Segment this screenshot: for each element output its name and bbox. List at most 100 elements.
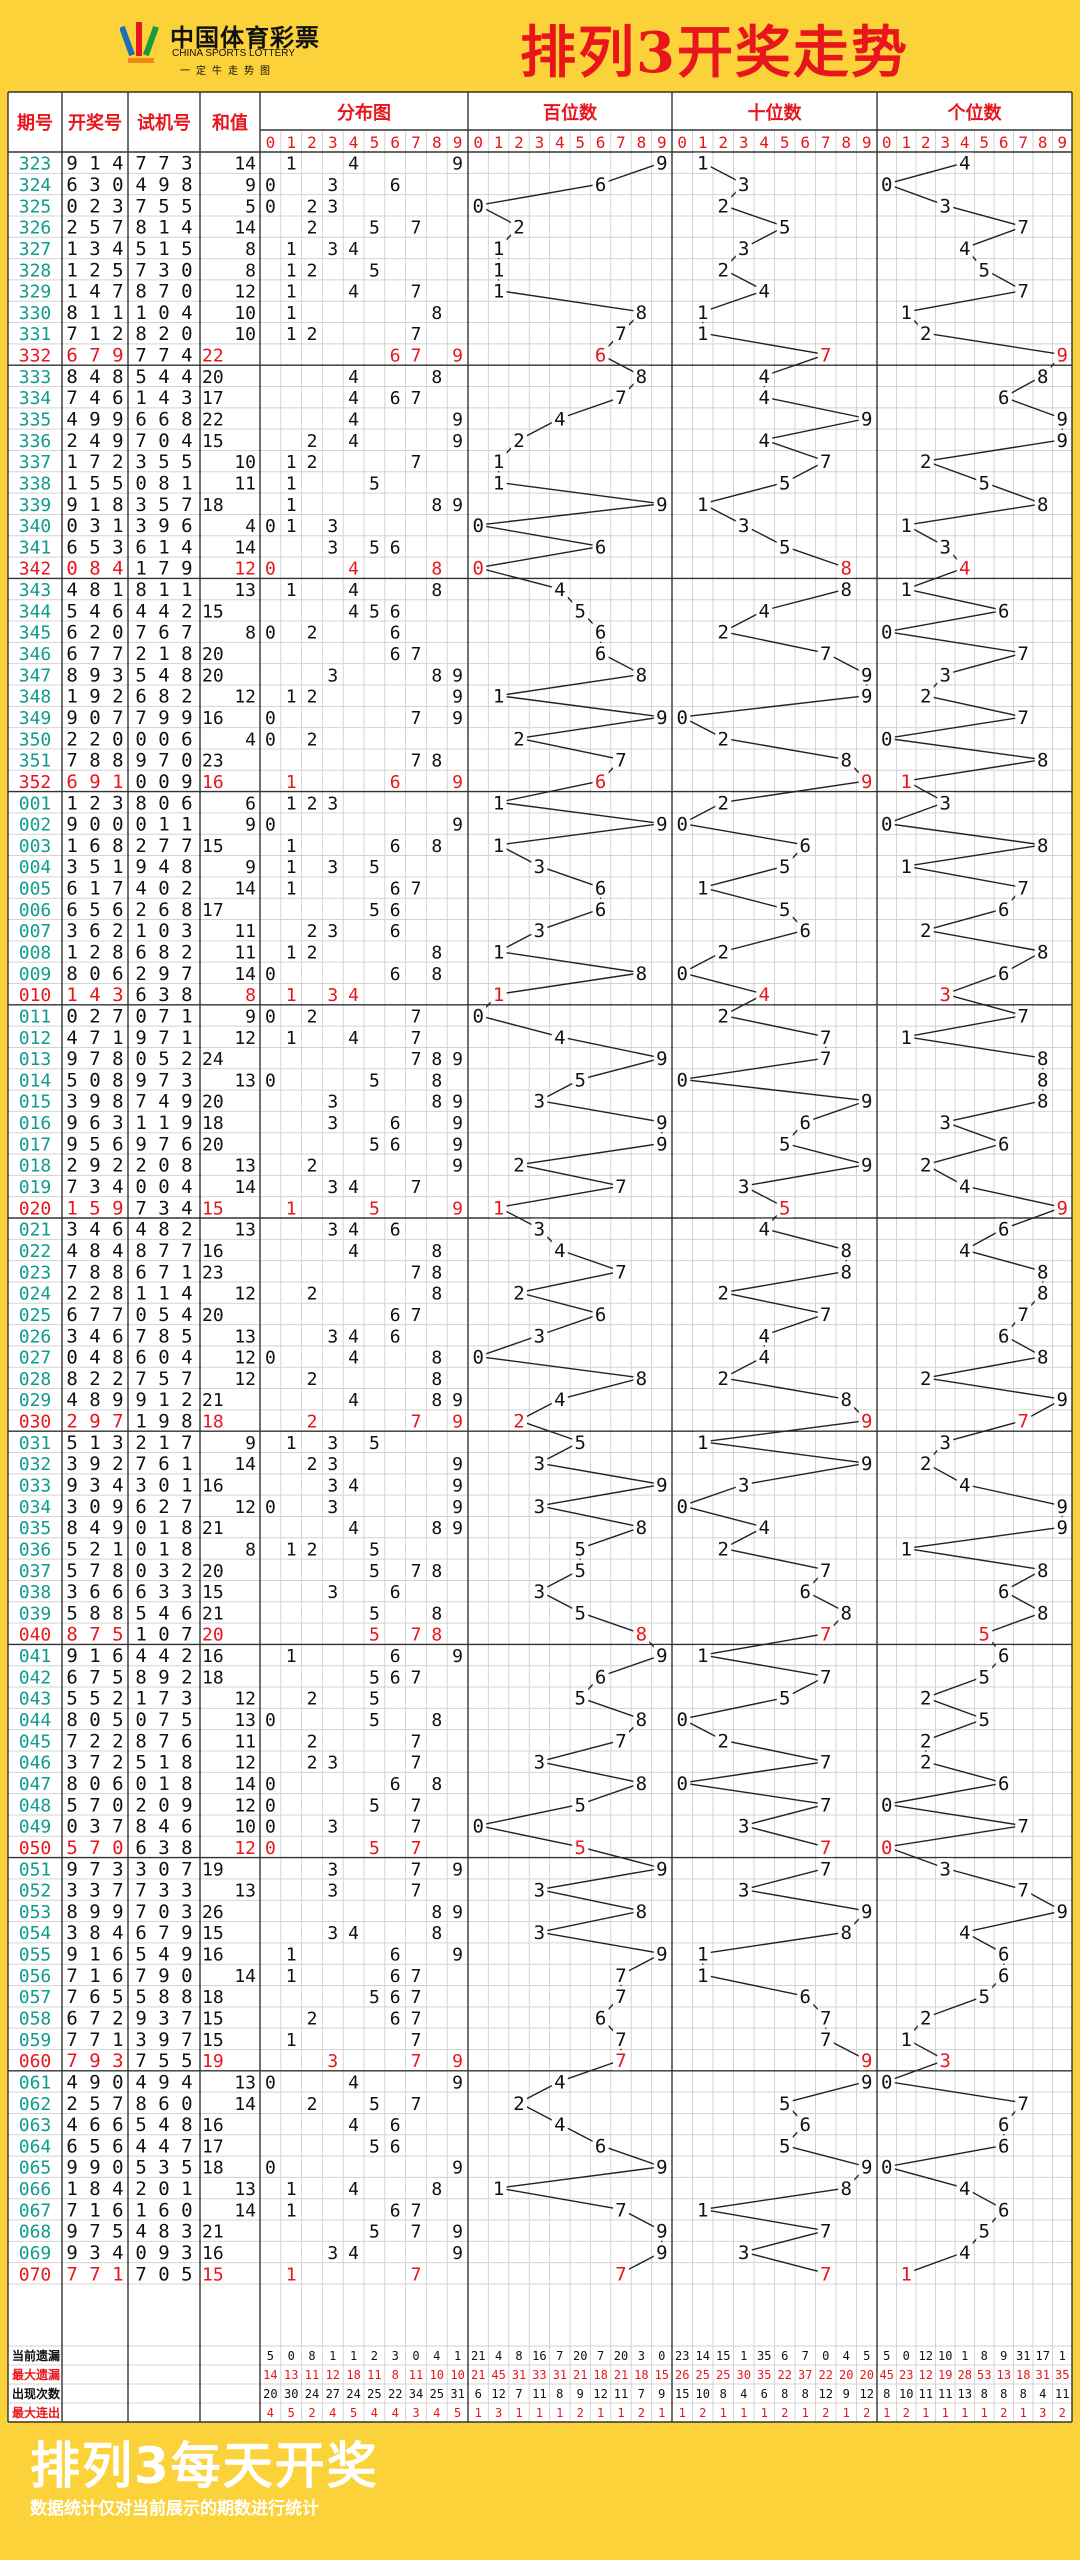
stat-value: 8: [802, 2387, 809, 2401]
units-trend-segment: [964, 1249, 1043, 1272]
units-point: 1: [901, 1027, 912, 1049]
distribution-mark: 8: [431, 1902, 442, 1923]
distribution-mark: 7: [411, 2264, 422, 2285]
sum-cell: 12: [234, 1284, 256, 1305]
test-number-cell: 4 9 8: [135, 174, 192, 196]
tens-point-bg: [838, 1389, 855, 1410]
units-digit-header: 4: [960, 133, 970, 152]
hundreds-point-bg: [551, 408, 568, 429]
distribution-mark: 1: [286, 943, 297, 964]
draw-number-cell: 5 7 8: [66, 1560, 123, 1582]
units-point: 6: [998, 1325, 1009, 1347]
draw-number-cell: 9 9 0: [66, 2157, 123, 2179]
tens-trend-segment: [764, 417, 867, 441]
tens-trend-segment: [743, 1824, 826, 1848]
column-borders: [7, 91, 1073, 2423]
tens-point-bg: [756, 387, 773, 408]
tens-point-bg: [694, 493, 711, 514]
distribution-mark: 2: [307, 1539, 318, 1560]
stat-value: 23: [675, 2349, 689, 2363]
distribution-mark: 9: [452, 665, 463, 686]
dist-digit-header: 5: [370, 133, 380, 152]
stat-value: 20: [263, 2387, 277, 2401]
units-point: 7: [1018, 1005, 1029, 1027]
sum-cell: 15: [202, 2030, 224, 2051]
units-point: 3: [940, 984, 951, 1006]
units-point: 2: [920, 1688, 931, 1710]
hundreds-trend-segment: [518, 1164, 622, 1187]
tens-point: 9: [861, 1453, 872, 1475]
draw-number-cell: 9 1 8: [66, 494, 123, 516]
hundreds-trend-segment: [498, 801, 662, 825]
test-number-cell: 4 4 2: [135, 600, 192, 622]
distribution-mark: 6: [390, 772, 401, 793]
tens-point-bg: [858, 685, 875, 706]
stat-value: 1: [329, 2349, 336, 2363]
stat-value: 1: [961, 2349, 968, 2363]
distribution-mark: 4: [348, 282, 359, 303]
test-number-cell: 6 3 3: [135, 1581, 192, 1603]
units-trend-segment: [945, 204, 1024, 228]
stat-value: 3: [638, 2349, 645, 2363]
units-point-bg: [898, 2028, 915, 2049]
units-point: 9: [1057, 1517, 1068, 1539]
stat-value: 13: [958, 2387, 972, 2401]
issue-cell: 049: [19, 1817, 52, 1838]
units-point: 6: [998, 1133, 1009, 1155]
hundreds-point-bg: [551, 579, 568, 600]
hundreds-point-bg: [531, 1751, 548, 1772]
test-number-cell: 7 7 4: [135, 345, 192, 367]
hundreds-trend-segment: [539, 1483, 662, 1507]
units-point: 4: [959, 153, 970, 175]
stat-value: 2: [638, 2406, 645, 2420]
distribution-mark: 0: [265, 559, 276, 580]
test-number-cell: 7 0 4: [135, 430, 192, 452]
test-number-cell: 7 5 5: [135, 2050, 192, 2072]
tens-trend-segment: [723, 737, 847, 761]
test-number-cell: 3 9 6: [135, 515, 192, 537]
tens-point-bg: [735, 1176, 752, 1197]
units-point-bg: [917, 920, 934, 941]
units-digit-header: 7: [1018, 133, 1028, 152]
logo-slogan: 一定牛走势图: [180, 66, 276, 77]
distribution-mark: 4: [348, 1348, 359, 1369]
hundreds-point: 9: [656, 707, 667, 729]
stat-value: 1: [1059, 2349, 1066, 2363]
tens-point-bg: [838, 1602, 855, 1623]
stat-value: 7: [638, 2387, 645, 2401]
units-trend-segment: [925, 1718, 985, 1741]
distribution-mark: 9: [452, 410, 463, 431]
stat-value: 12: [860, 2387, 874, 2401]
hundreds-point-bg: [653, 1858, 670, 1879]
units-point-bg: [1034, 1090, 1051, 1111]
hundreds-point-bg: [511, 216, 527, 237]
tens-trend-segment: [784, 545, 847, 569]
hundreds-point: 7: [615, 1176, 626, 1198]
draw-number-cell: 1 9 2: [66, 686, 123, 708]
units-trend-segment: [906, 588, 1004, 612]
units-point: 9: [1057, 409, 1068, 431]
units-point-bg: [1054, 344, 1071, 365]
issue-header: 期号: [17, 113, 53, 134]
hundreds-trend-segment: [498, 972, 642, 995]
hundreds-trend-segment: [600, 1654, 663, 1678]
distribution-mark: 6: [390, 1987, 401, 2008]
hundreds-point-bg: [592, 877, 609, 898]
units-trend-segment: [906, 844, 1043, 867]
draw-number-cell: 5 5 2: [66, 1688, 123, 1710]
page-title: 排列3开奖走势: [520, 20, 909, 86]
distribution-mark: 5: [369, 900, 380, 921]
stat-label: 最大连出: [12, 2405, 60, 2420]
units-point-bg: [976, 259, 993, 280]
distribution-mark: 9: [452, 1454, 463, 1475]
units-point: 4: [959, 1475, 970, 1497]
tens-point-bg: [817, 2220, 834, 2241]
units-point-bg: [995, 2135, 1012, 2156]
hundreds-trend-segment: [498, 780, 601, 803]
stat-value: 27: [326, 2387, 340, 2401]
test-number-cell: 1 0 4: [135, 302, 192, 324]
